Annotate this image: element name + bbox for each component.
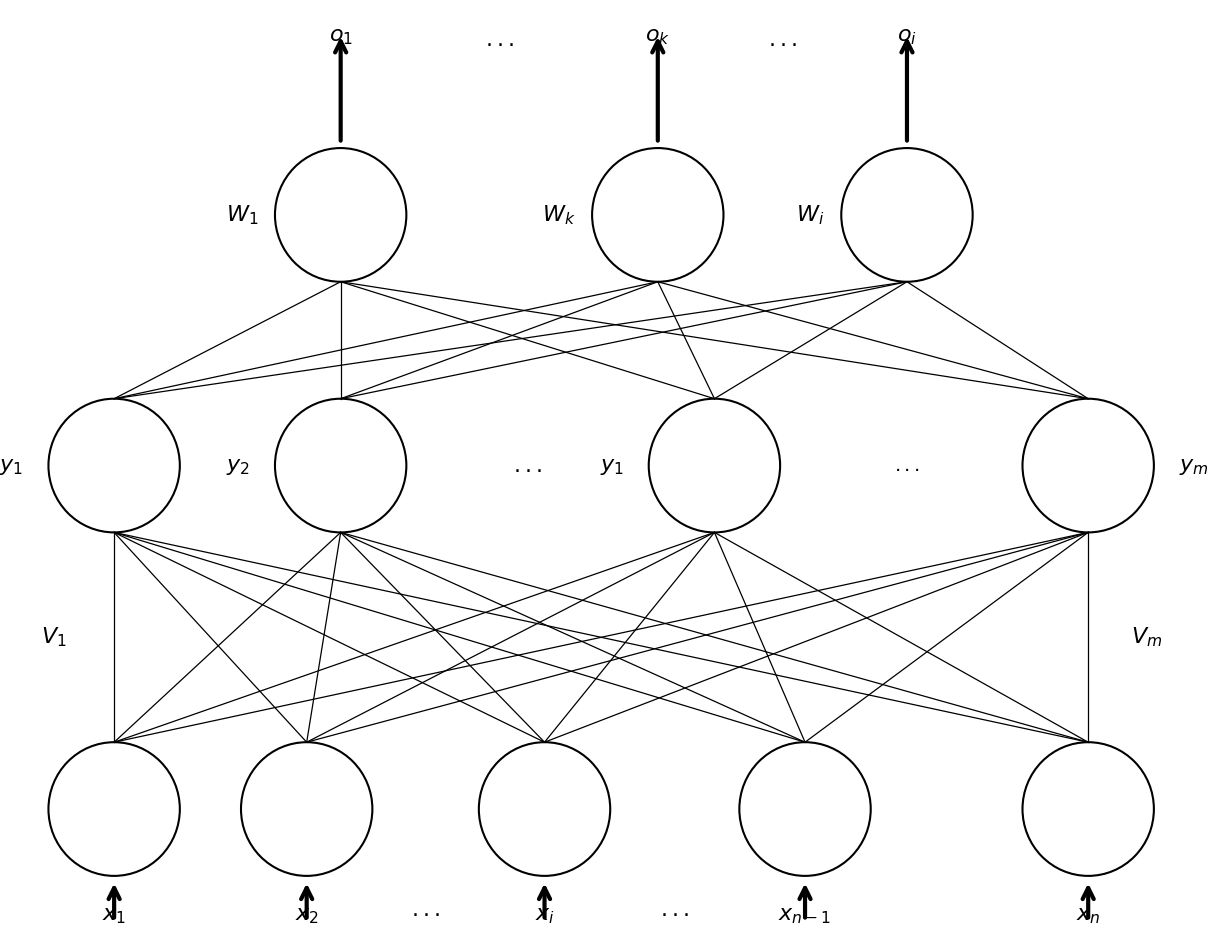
Text: $x_n$: $x_n$ xyxy=(1076,904,1100,926)
Text: $x_{n-1}$: $x_{n-1}$ xyxy=(778,904,831,926)
Text: $W_1$: $W_1$ xyxy=(226,203,259,227)
Text: $y_2$: $y_2$ xyxy=(226,454,250,477)
Text: $...$: $...$ xyxy=(484,29,513,51)
Text: $y_1$: $y_1$ xyxy=(599,454,623,477)
Text: $...$: $...$ xyxy=(767,29,797,51)
Text: $...$: $...$ xyxy=(660,899,690,921)
Text: $o_1$: $o_1$ xyxy=(329,24,353,47)
Text: $W_i$: $W_i$ xyxy=(796,203,824,227)
Text: $V_1$: $V_1$ xyxy=(41,625,66,649)
Text: $x_2$: $x_2$ xyxy=(295,904,319,926)
Text: $o_i$: $o_i$ xyxy=(898,24,917,47)
Text: $...$: $...$ xyxy=(513,454,542,477)
Text: $V_m$: $V_m$ xyxy=(1131,625,1162,649)
Text: $...$: $...$ xyxy=(411,899,441,921)
Text: $y_m$: $y_m$ xyxy=(1179,454,1208,477)
Text: $o_k$: $o_k$ xyxy=(645,24,670,47)
Text: $y_1$: $y_1$ xyxy=(0,454,23,477)
Text: $W_k$: $W_k$ xyxy=(541,203,575,227)
Text: $x_1$: $x_1$ xyxy=(103,904,126,926)
Text: $x_i$: $x_i$ xyxy=(535,904,554,926)
Text: $...$: $...$ xyxy=(894,456,920,475)
